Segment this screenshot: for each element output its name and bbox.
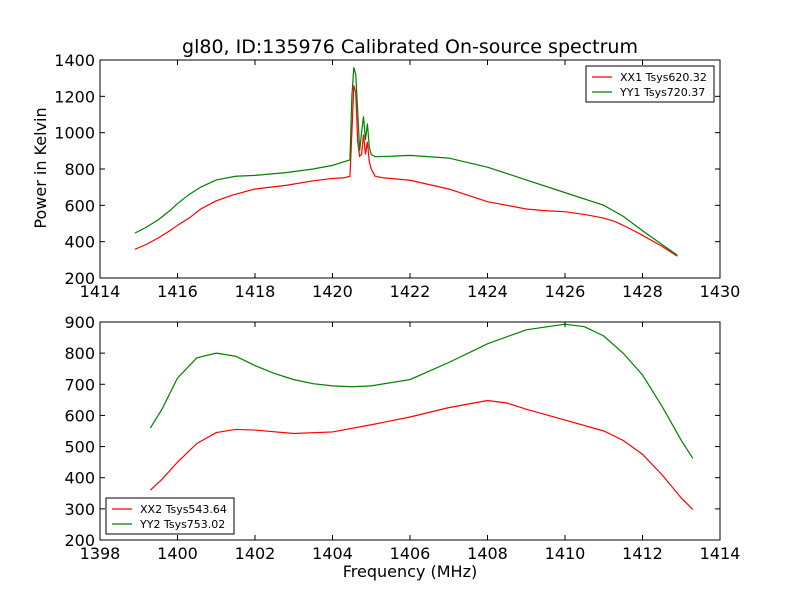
bottom-spectrum-plot: 1398 1400 1402 1404 1406 1408 1410 1412 1414 200 3… — [64, 313, 740, 563]
bottom-series-green-line — [149, 323, 694, 459]
top-x-tick-label: 1418 — [235, 282, 276, 301]
top-y-tick-label: 400 — [64, 233, 95, 252]
bottom-y-tick-label: 700 — [64, 375, 95, 394]
bottom-x-tick-label: 1406 — [390, 544, 431, 563]
top-y-tick-label: 1400 — [54, 51, 95, 70]
bottom-x-tick-label: 1408 — [467, 544, 508, 563]
top-y-tick-label: 1000 — [54, 124, 95, 143]
bottom-x-tick-label: 1402 — [235, 544, 276, 563]
top-y-tick-label: 200 — [64, 269, 95, 288]
top-y-tick-label: 600 — [64, 196, 95, 215]
bottom-y-tick-label: 200 — [64, 531, 95, 550]
y-axis-label: Power in Kelvin — [31, 107, 50, 228]
top-spectrum-plot: 1414 1416 1418 1420 1422 1424 1426 1428 1430 200 4… — [54, 51, 740, 301]
top-series-red-line — [134, 85, 678, 257]
bottom-y-tick-label: 300 — [64, 500, 95, 519]
bottom-y-tick-label: 800 — [64, 344, 95, 363]
top-legend-label: XX1 Tsys620.32 — [620, 71, 707, 84]
bottom-legend-label: YY2 Tsys753.02 — [139, 518, 225, 531]
x-axis-label: Frequency (MHz) — [343, 562, 477, 581]
bottom-x-tick-label: 1404 — [312, 544, 353, 563]
bottom-x-tick-label: 1400 — [157, 544, 198, 563]
top-x-tick-label: 1420 — [312, 282, 353, 301]
top-series-green-line — [134, 67, 678, 256]
top-legend: XX1 Tsys620.32 YY1 Tsys720.37 — [585, 65, 715, 103]
bottom-x-tick-label: 1414 — [700, 544, 741, 563]
bottom-y-tick-label: 400 — [64, 469, 95, 488]
top-legend-label: YY1 Tsys720.37 — [619, 86, 705, 99]
bottom-y-tick-label: 600 — [64, 406, 95, 425]
bottom-legend: XX2 Tsys543.64 YY2 Tsys753.02 — [105, 497, 235, 535]
top-x-tick-label: 1424 — [467, 282, 508, 301]
top-x-tick-label: 1430 — [700, 282, 741, 301]
top-x-tick-label: 1426 — [545, 282, 586, 301]
bottom-y-tick-label: 500 — [64, 438, 95, 457]
bottom-y-tick-label: 900 — [64, 313, 95, 332]
top-x-tick-label: 1422 — [390, 282, 431, 301]
top-y-tick-label: 1200 — [54, 87, 95, 106]
top-x-tick-label: 1428 — [622, 282, 663, 301]
top-y-tick-label: 800 — [64, 160, 95, 179]
top-x-tick-label: 1414 — [80, 282, 121, 301]
bottom-x-tick-label: 1412 — [622, 544, 663, 563]
bottom-x-tick-label: 1398 — [80, 544, 121, 563]
bottom-x-tick-label: 1410 — [545, 544, 586, 563]
bottom-legend-box — [105, 497, 235, 535]
bottom-series-red-line — [149, 399, 694, 510]
bottom-legend-label: XX2 Tsys543.64 — [140, 503, 227, 516]
figure-title: gl80, ID:135976 Calibrated On-source spe… — [182, 36, 638, 58]
top-legend-box — [585, 65, 715, 103]
top-x-tick-label: 1416 — [157, 282, 198, 301]
